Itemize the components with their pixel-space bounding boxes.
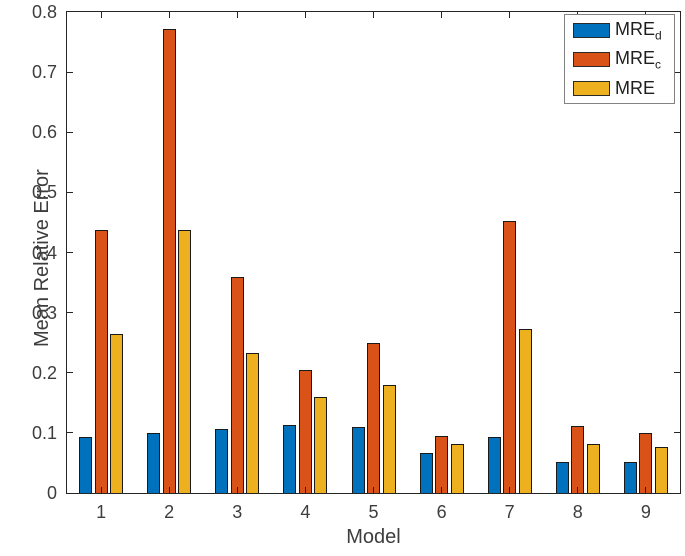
bar-mre_d-model-8: [555, 462, 569, 493]
bar-mre-model-7: [518, 329, 532, 493]
bar-mre-model-6: [450, 444, 464, 493]
y-tick-label: 0.8: [31, 2, 57, 22]
x-tick-label: 9: [640, 502, 651, 522]
bar-mre_d-model-6: [419, 453, 433, 493]
legend-label: MREd: [615, 18, 662, 43]
y-tick-mark: [674, 432, 680, 434]
bar-mre_c-model-7: [503, 221, 517, 493]
bar-mre_c-model-1: [94, 230, 108, 493]
bar-mre_c-model-4: [298, 370, 312, 493]
x-tick-mark: [304, 487, 306, 493]
legend: MREd MREc MRE: [564, 14, 675, 104]
x-tick-mark: [168, 12, 170, 18]
y-tick-mark: [674, 252, 680, 253]
y-tick-mark: [67, 131, 73, 133]
y-tick-mark: [674, 372, 680, 374]
y-tick-mark: [674, 312, 680, 314]
bar-mre_c-model-6: [435, 436, 449, 493]
y-tick-mark: [674, 191, 680, 193]
x-axis-label: Model: [346, 526, 401, 548]
y-tick-mark: [67, 191, 73, 193]
x-tick-mark: [509, 12, 511, 18]
plot-area: MREd MREc MRE: [66, 11, 681, 494]
y-tick-mark: [67, 71, 73, 73]
bar-mre_c-model-5: [367, 343, 380, 493]
x-tick-label: 4: [300, 502, 311, 522]
bar-mre_c-model-2: [162, 29, 176, 493]
legend-item-mre: MRE: [565, 74, 674, 103]
y-tick-label: 0: [46, 483, 57, 503]
bar-mre-model-1: [110, 334, 124, 493]
x-tick-mark: [373, 487, 374, 493]
y-tick-label: 0.7: [31, 62, 57, 83]
legend-label: MREc: [615, 47, 661, 72]
x-tick-mark: [509, 487, 511, 493]
bar-mre_d-model-3: [215, 429, 229, 493]
y-tick-mark: [67, 312, 73, 314]
legend-swatch: [573, 80, 610, 96]
bar-mre_d-model-5: [351, 427, 365, 493]
x-tick-label: 8: [572, 502, 583, 522]
x-tick-mark: [100, 12, 102, 18]
y-tick-label: 0.2: [31, 362, 57, 383]
bar-mre-model-8: [586, 444, 600, 493]
y-tick-mark: [67, 372, 73, 374]
x-tick-mark: [304, 12, 306, 18]
y-tick-mark: [67, 432, 73, 434]
bar-mre_c-model-3: [230, 277, 244, 493]
y-tick-label: 0.4: [31, 242, 57, 263]
x-tick-label: 6: [436, 502, 447, 522]
bar-mre_d-model-9: [623, 462, 637, 493]
legend-label: MRE: [615, 78, 655, 98]
bar-mre-model-3: [246, 353, 260, 493]
y-tick-mark: [674, 131, 680, 133]
x-tick-label: 5: [368, 502, 379, 522]
y-tick-label: 0.3: [31, 302, 57, 323]
x-tick-mark: [577, 487, 579, 493]
bar-mre_c-model-8: [571, 426, 585, 493]
y-tick-label: 0.1: [31, 422, 57, 443]
legend-swatch: [573, 51, 610, 67]
y-tick-mark: [674, 71, 680, 73]
bar-mre_d-model-4: [283, 425, 297, 493]
x-tick-mark: [373, 12, 374, 18]
x-tick-mark: [441, 487, 443, 493]
legend-item-mre_d: MREd: [565, 16, 674, 45]
bar-mre_c-model-9: [639, 433, 653, 493]
bar-mre_d-model-1: [79, 437, 93, 493]
x-tick-label: 7: [504, 502, 515, 522]
x-tick-mark: [236, 487, 238, 493]
bar-mre-model-4: [314, 397, 328, 493]
x-tick-mark: [645, 487, 647, 493]
y-tick-label: 0.6: [31, 122, 57, 143]
legend-swatch: [573, 22, 610, 38]
bar-mre-model-9: [654, 447, 668, 493]
x-tick-label: 3: [232, 502, 243, 522]
x-tick-mark: [168, 487, 170, 493]
x-tick-label: 1: [96, 502, 107, 522]
bar-mre_d-model-2: [147, 433, 161, 493]
bar-mre-model-2: [178, 230, 192, 493]
bar-mre-model-5: [382, 385, 396, 493]
bar-mre_d-model-7: [487, 437, 501, 493]
x-tick-label: 2: [164, 502, 175, 522]
x-tick-mark: [100, 487, 102, 493]
x-tick-mark: [236, 12, 238, 18]
legend-item-mre_c: MREc: [565, 45, 674, 74]
y-tick-mark: [67, 252, 73, 253]
y-tick-label: 0.5: [31, 182, 57, 203]
x-tick-mark: [441, 12, 443, 18]
